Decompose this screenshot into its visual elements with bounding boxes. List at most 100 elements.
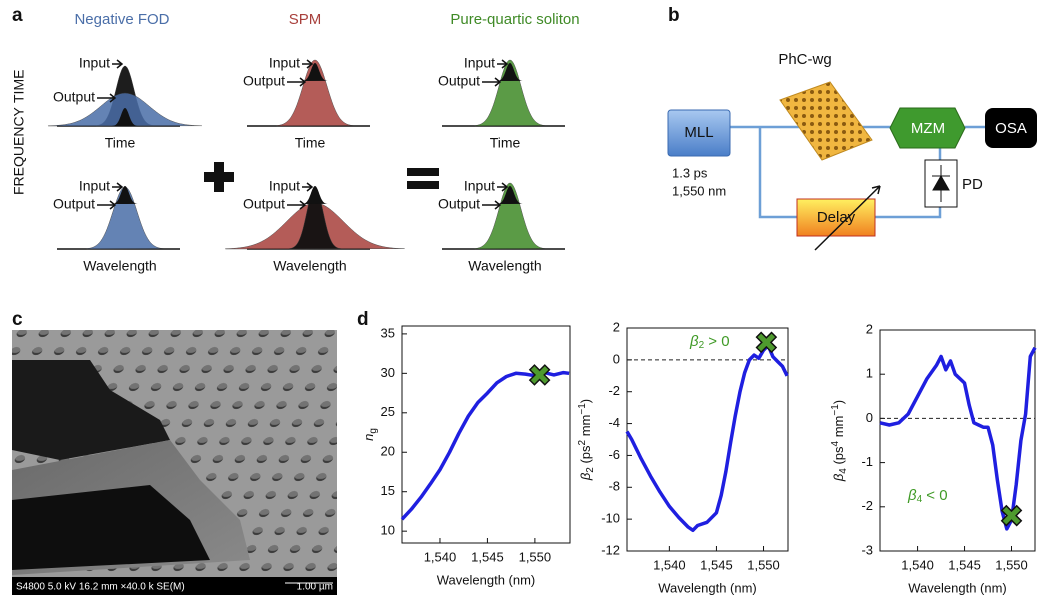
detector-label: PD xyxy=(962,176,983,193)
x-label: Wavelength xyxy=(468,258,541,274)
laser-spec: 1,550 nm xyxy=(672,183,726,198)
y-axis-label-part: 2 xyxy=(577,439,588,445)
y-axis-label-part: (ps xyxy=(578,445,593,467)
y-axis-label: β4 (ps4 mm−1) xyxy=(830,400,849,482)
arrow xyxy=(97,200,117,210)
y-tick-label: -2 xyxy=(608,383,620,398)
x-label: Time xyxy=(105,135,136,151)
x-tick-label: 1,540 xyxy=(653,557,686,572)
arrow xyxy=(482,200,502,210)
arrow xyxy=(287,200,307,210)
waveguide xyxy=(779,81,873,161)
input-label: Input xyxy=(269,178,300,194)
output-label: Output xyxy=(53,196,95,212)
arrow xyxy=(302,182,314,192)
row-label: FREQUENCY xyxy=(11,106,27,195)
pulse-tip xyxy=(302,63,328,81)
sem-caption: S4800 5.0 kV 16.2 mm ×40.0 k SE(M) xyxy=(16,582,185,593)
annotation-part: < 0 xyxy=(922,487,947,504)
column-title: Pure-quartic soliton xyxy=(450,11,579,28)
y-axis-label-part: β xyxy=(831,473,846,482)
pulse-tip xyxy=(112,186,138,204)
x-label: Wavelength xyxy=(83,258,156,274)
arrow xyxy=(112,182,124,192)
input-label: Input xyxy=(79,55,110,71)
plus xyxy=(214,162,224,192)
x-tick-label: 1,550 xyxy=(995,557,1028,572)
modulator-label: MZM xyxy=(911,120,945,137)
panel-label: c xyxy=(12,309,23,330)
pulse-tip xyxy=(302,186,328,204)
y-tick-label: 0 xyxy=(613,351,620,366)
pulse xyxy=(276,59,354,127)
input-label: Input xyxy=(269,55,300,71)
laser-box xyxy=(667,109,731,157)
sem-trench xyxy=(12,485,210,570)
pulse-tip xyxy=(497,63,523,81)
y-tick-label: -4 xyxy=(608,415,620,430)
x-axis-label: Wavelength (nm) xyxy=(437,572,536,587)
y-axis-label-part: ) xyxy=(578,399,593,403)
y-tick-label: -3 xyxy=(861,542,873,557)
x-axis-label: Wavelength (nm) xyxy=(908,580,1007,595)
input-label: Input xyxy=(464,55,495,71)
y-axis-label-part: 4 xyxy=(838,468,849,474)
equals xyxy=(407,181,439,189)
x-label: Wavelength xyxy=(273,258,346,274)
column-title: Negative FOD xyxy=(74,11,169,28)
chart: -3 -2 -1 0 1 2 1,540 1,545 1,550 Wavelength (nm) β… xyxy=(830,321,1037,595)
annotation-part: β xyxy=(907,487,917,504)
y-tick-label: 15 xyxy=(381,483,395,498)
x-axis-label: Wavelength (nm) xyxy=(658,580,757,595)
y-axis-label-part: β xyxy=(578,472,593,481)
panel-b: MLL 1.3 ps 1,550 nm PhC-wg MZM OSA PD De… xyxy=(667,51,1037,251)
x-tick-label: 1,545 xyxy=(948,557,981,572)
sem-caption-bar xyxy=(12,577,337,595)
laser-spec: 1.3 ps xyxy=(672,165,708,180)
annotation-part: > 0 xyxy=(704,333,729,350)
panel-label: b xyxy=(668,5,680,26)
arrow xyxy=(287,77,307,87)
panel-c: S4800 5.0 kV 16.2 mm ×40.0 k SE(M) 1.00 … xyxy=(12,330,337,595)
y-tick-label: 0 xyxy=(866,410,873,425)
laser-label: MLL xyxy=(684,124,713,141)
pulse-tip xyxy=(497,186,523,204)
output-label: Output xyxy=(243,73,285,89)
x-label: Time xyxy=(295,135,326,151)
x-tick-label: 1,545 xyxy=(471,549,504,564)
diode-symbol xyxy=(932,165,950,202)
y-axis-label-part: ) xyxy=(831,400,846,404)
y-axis-label-part: (ps xyxy=(831,446,846,468)
y-tick-label: 1 xyxy=(866,366,873,381)
y-tick-label: -1 xyxy=(861,454,873,469)
y-axis-label-part: g xyxy=(368,428,379,434)
pulse xyxy=(474,59,546,127)
output-label: Output xyxy=(53,89,95,105)
arrow xyxy=(497,59,509,69)
y-axis-label: ng xyxy=(361,428,378,441)
fiber xyxy=(758,127,797,219)
column-title: SPM xyxy=(289,11,322,28)
x-tick-label: 1,550 xyxy=(519,549,552,564)
plot-frame xyxy=(879,329,1036,552)
x-tick-label: 1,550 xyxy=(747,557,780,572)
y-axis-label-part: 4 xyxy=(830,440,841,446)
data-line xyxy=(879,346,1037,531)
plot-frame xyxy=(626,327,789,552)
panel-a: Negative FOD SPM Pure-quartic soliton FR… xyxy=(11,11,580,274)
modulator xyxy=(889,107,966,149)
output-label: Output xyxy=(438,73,480,89)
highlight-marker-fill xyxy=(1002,506,1021,525)
annotation-part: β xyxy=(689,333,699,350)
annotation: β2 > 0 xyxy=(689,333,730,351)
y-axis-label: β2 (ps2 mm−1) xyxy=(577,399,596,481)
plot-frame xyxy=(401,325,571,544)
delay-label: Delay xyxy=(817,209,856,226)
annotation-part: 2 xyxy=(699,340,705,351)
arrow xyxy=(482,77,502,87)
y-axis-label-part: 2 xyxy=(585,467,596,473)
y-axis-label-part: mm xyxy=(578,415,593,440)
annotation: β4 < 0 xyxy=(907,487,948,505)
y-tick-label: -6 xyxy=(608,447,620,462)
y-tick-label: 35 xyxy=(381,325,395,340)
